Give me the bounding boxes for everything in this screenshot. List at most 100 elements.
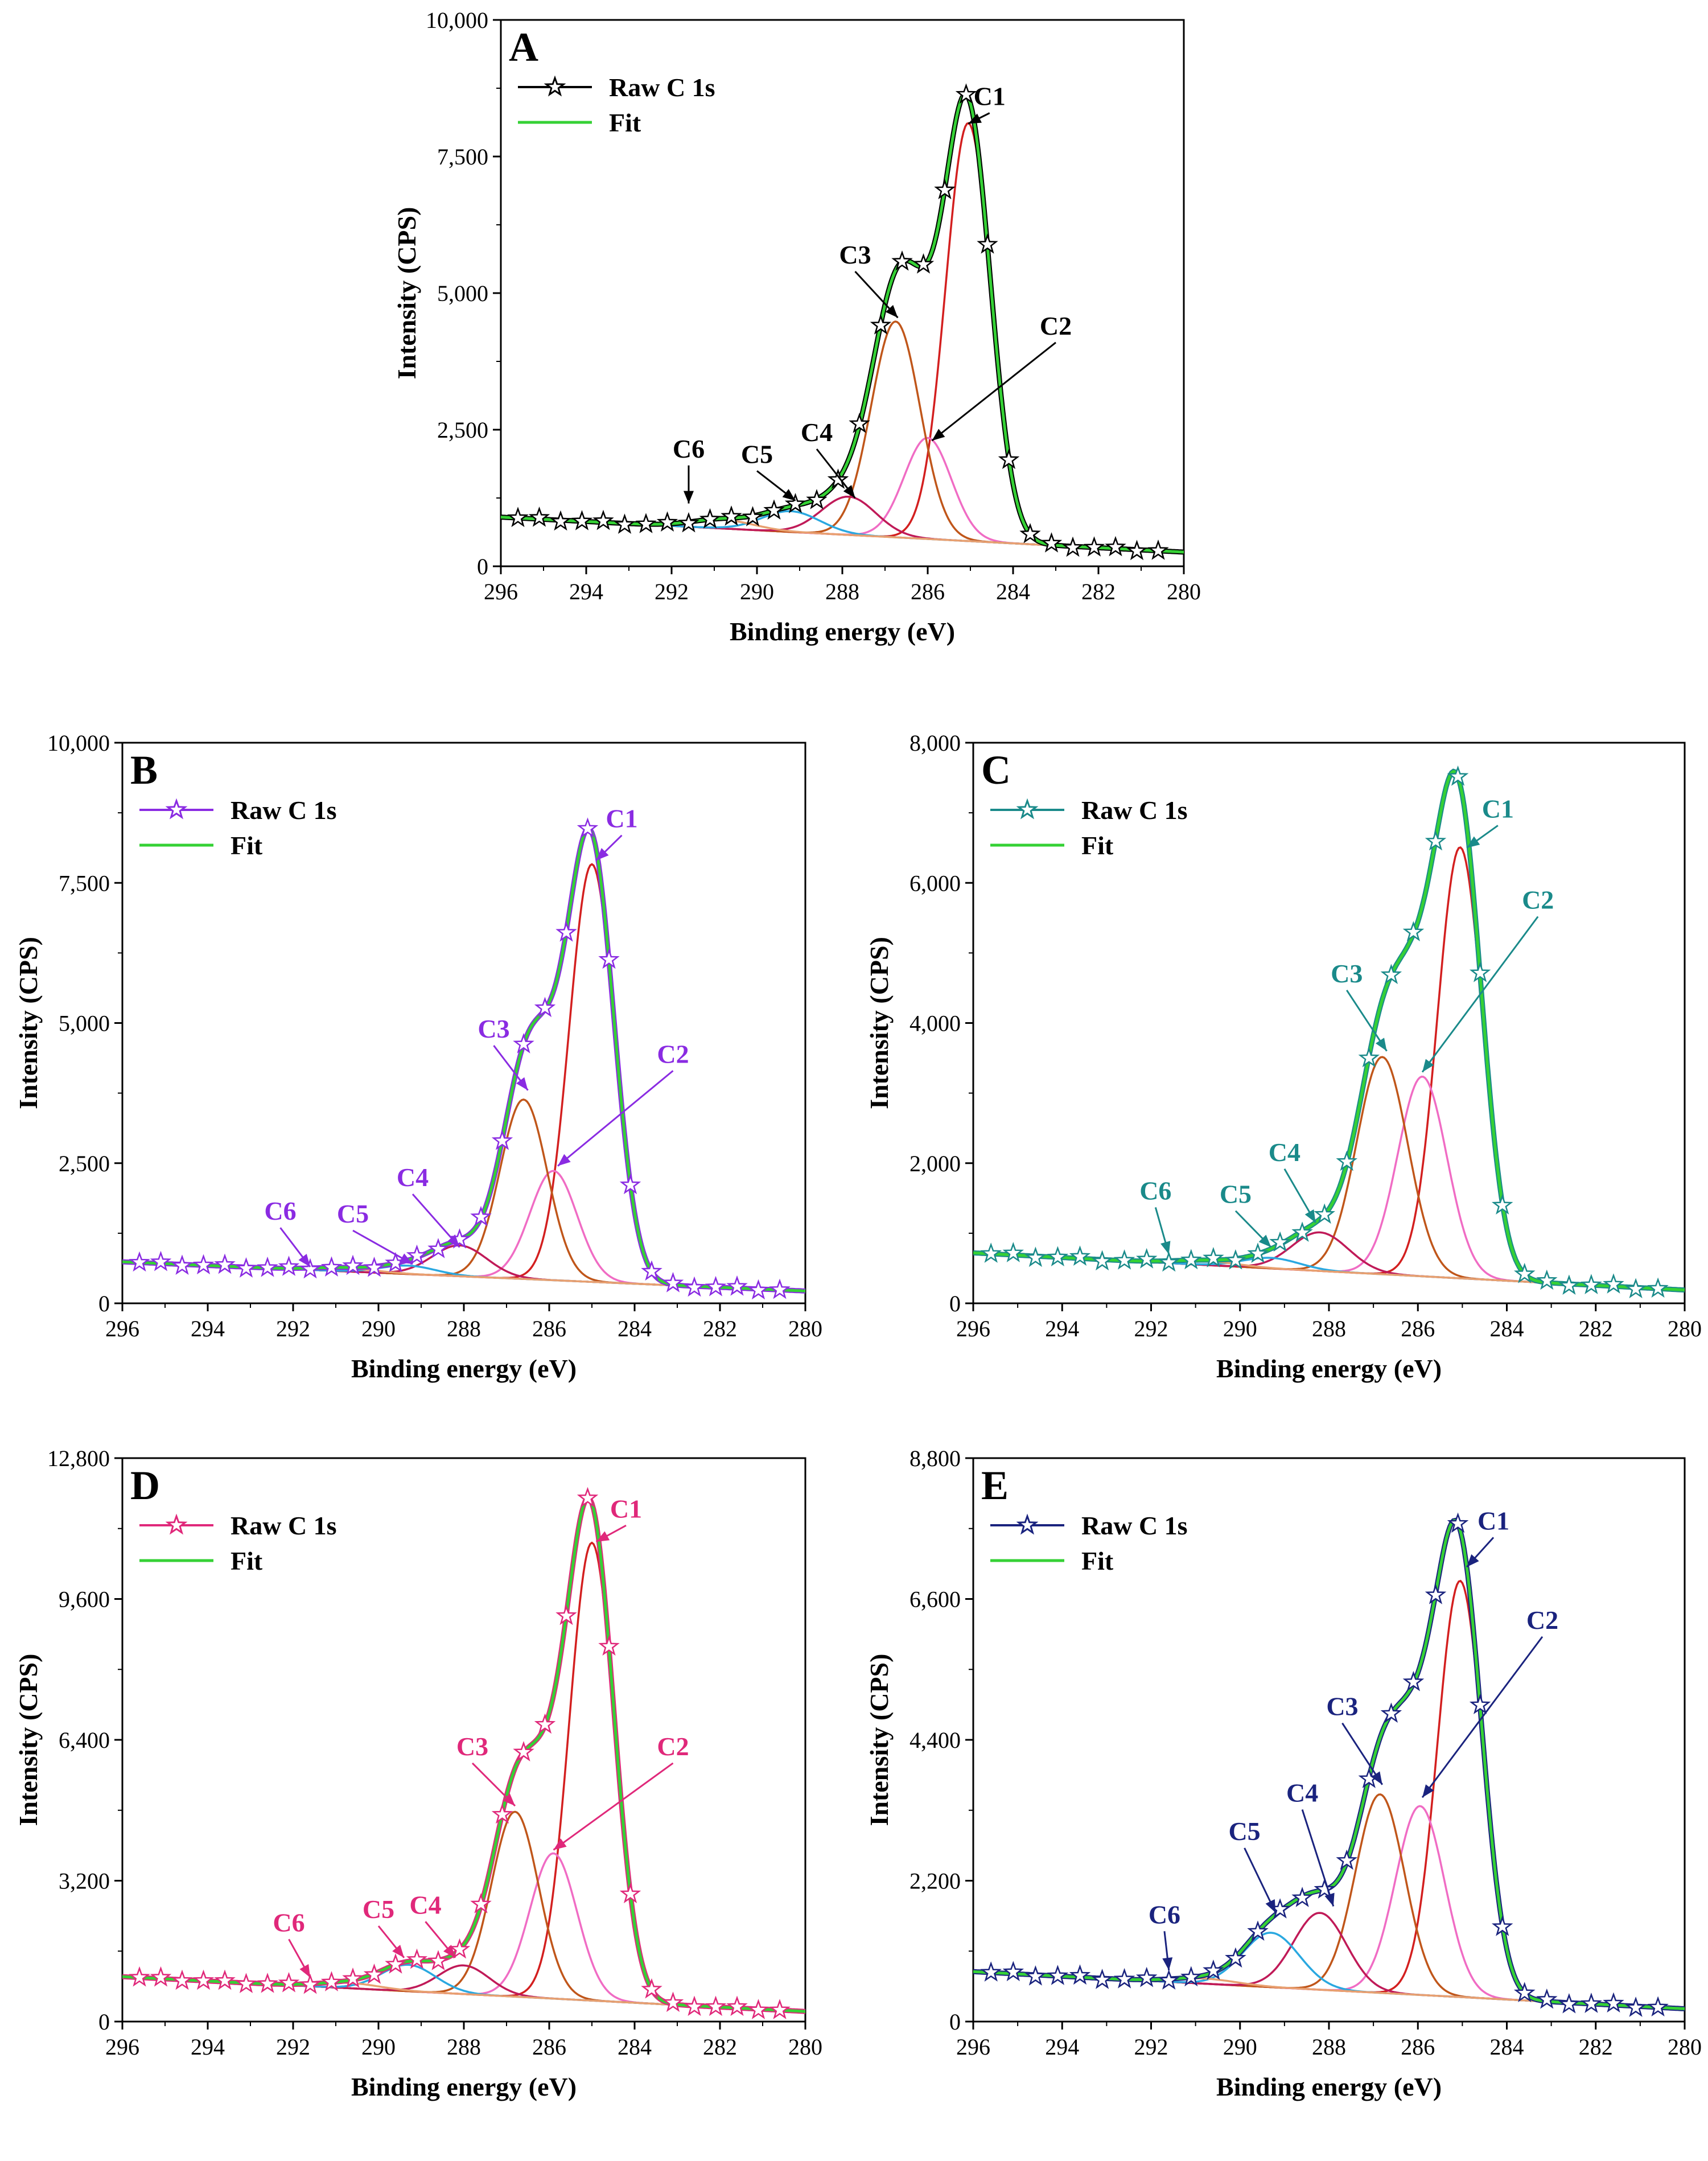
panel-d-x-tick-label: 280 <box>788 2034 822 2060</box>
panel-b-y-tick-label: 0 <box>98 1291 110 1316</box>
panel-e-annotation-label-c3: C3 <box>1326 1692 1358 1721</box>
panel-b-legend-raw-marker <box>165 798 188 820</box>
panel-d-x-tick-label: 282 <box>703 2034 737 2060</box>
panel-b-x-tick-label: 284 <box>618 1316 652 1341</box>
panel-b-annotation-label-c2: C2 <box>657 1039 689 1068</box>
panel-e-peak-c1 <box>973 1579 1685 2010</box>
panel-e-legend-fit-label: Fit <box>1081 1546 1114 1575</box>
panel-b-x-tick-label: 290 <box>361 1316 396 1341</box>
panel-d-annotation-label-c3: C3 <box>456 1732 488 1761</box>
panel-a-raw-point <box>763 499 785 520</box>
panel-a-annotation-arrow-c2 <box>931 341 1056 442</box>
panel-b-y-tick-label: 2,500 <box>59 1151 110 1176</box>
panel-b-raw-point <box>684 1276 705 1297</box>
panel-e-x-tick-label: 282 <box>1579 2034 1613 2060</box>
panel-c-x-tick-label: 294 <box>1045 1316 1079 1341</box>
panel-a-annotation-label-c1: C1 <box>974 82 1006 111</box>
panel-e-legend-raw-label: Raw C 1s <box>1081 1511 1188 1540</box>
panel-a-raw-point <box>912 253 935 274</box>
panel-c-annotation-arrowhead-c2 <box>1422 1059 1434 1072</box>
panel-a-raw-point <box>806 489 828 509</box>
panel-e-y-tick-label: 6,600 <box>909 1587 961 1612</box>
panel-e-raw-point <box>1135 1966 1158 1987</box>
panel-b-raw-point <box>619 1174 641 1195</box>
panel-b-x-tick-label: 288 <box>447 1316 481 1341</box>
panel-c-raw-point <box>1269 1231 1291 1252</box>
panel-c-annotation-label-c1: C1 <box>1482 794 1514 823</box>
panel-c-raw-point <box>1336 1150 1358 1171</box>
panel-b-annotation-arrowhead-c6 <box>298 1254 310 1267</box>
panel-b-x-tick-label: 296 <box>105 1316 139 1341</box>
panel-d-annotation-label-c5: C5 <box>363 1895 394 1924</box>
panel-d-annotation-arrowhead-c5 <box>392 1945 404 1958</box>
panel-d-annotation-arrowhead-c1 <box>596 1531 610 1542</box>
panel-d-annotation-label-c4: C4 <box>409 1890 441 1919</box>
panel-b-annotation-label-c3: C3 <box>478 1014 509 1043</box>
panel-a-raw-point <box>849 413 870 433</box>
panel-a-legend-fit-label: Fit <box>609 108 641 137</box>
panel-b-raw-point <box>470 1205 492 1226</box>
panel-c-x-axis-title: Binding energy (eV) <box>1216 1354 1442 1383</box>
panel-a-raw-point <box>1126 540 1148 561</box>
panel-d-annotation-arrow-c2 <box>553 1762 674 1851</box>
panel-b-fit-line <box>122 826 805 1293</box>
panel-c-raw-point <box>1135 1248 1158 1269</box>
panel-c-legend-fit-label: Fit <box>1081 831 1114 860</box>
panel-b-raw-point <box>235 1257 257 1278</box>
panel-a-x-tick-label: 296 <box>484 579 518 604</box>
panel-a-annotation-arrowhead-c6 <box>684 491 694 504</box>
panel-b-raw-point <box>513 1033 534 1053</box>
panel-a-annotation-label-c5: C5 <box>741 439 773 468</box>
panel-c-raw-point <box>1158 1251 1180 1272</box>
panel-c-x-tick-label: 284 <box>1490 1316 1524 1341</box>
panel-d-raw-point <box>684 1995 705 2016</box>
panel-a-raw-point <box>870 314 892 335</box>
panel-e-y-tick-label: 2,200 <box>909 1868 961 1894</box>
panel-b-raw-point <box>705 1275 727 1296</box>
panel-a-raw-point <box>1105 536 1126 557</box>
panel-b-x-tick-label: 280 <box>788 1316 822 1341</box>
panel-c-raw-point <box>980 1242 1002 1263</box>
panel-b-legend-fit-label: Fit <box>231 831 263 860</box>
panel-d-raw-point <box>619 1883 641 1904</box>
panel-e-y-tick-label: 4,400 <box>909 1727 961 1753</box>
panel-d-raw-point <box>235 1973 257 1993</box>
panel-e-raw-point <box>1647 1996 1669 2016</box>
panel-b-x-tick-label: 294 <box>191 1316 225 1341</box>
panel-d-raw-point <box>534 1713 556 1734</box>
panel-c-raw-point <box>1380 964 1402 985</box>
panel-b-raw-point <box>278 1256 300 1276</box>
panel-c-y-tick-label: 4,000 <box>909 1011 961 1036</box>
panel-d-annotation-arrowhead-c2 <box>553 1838 567 1850</box>
panel-c-plot-area <box>973 765 1685 1299</box>
panel-d-raw-point <box>150 1966 172 1987</box>
panel-d-raw-point <box>705 1995 727 2016</box>
panel-e-raw-point <box>1158 1969 1180 1990</box>
panel-c-raw-point <box>1314 1203 1335 1224</box>
panel-e-raw-point <box>1203 1960 1224 1980</box>
panel-e-raw-point <box>1536 1988 1558 2009</box>
panel-b-x-tick-label: 282 <box>703 1316 737 1341</box>
panel-a-annotation-label-c6: C6 <box>673 434 705 463</box>
panel-c-annotation-label-c5: C5 <box>1220 1180 1252 1209</box>
panel-c-raw-point <box>1113 1249 1135 1270</box>
panel-b-y-tick-label: 10,000 <box>47 730 110 756</box>
panel-e-annotation-label-c5: C5 <box>1228 1817 1260 1846</box>
panel-e-raw-point <box>1180 1966 1202 1987</box>
chart-panel-c: 296 294 292 290 288 286 284 282 280 0 2,000 4,000 6,… <box>865 730 1702 1383</box>
panel-e-legend-raw-marker <box>1016 1513 1039 1535</box>
panel-a-annotation-arrowhead-c5 <box>782 489 796 501</box>
panel-b-raw-point <box>769 1278 791 1299</box>
panel-b-raw-point <box>598 948 620 969</box>
panel-a-raw-point <box>656 511 678 532</box>
panel-b-raw-point <box>641 1260 662 1281</box>
panel-a-raw-point <box>528 506 550 527</box>
panel-a-annotation-arrowhead-c1 <box>968 113 982 124</box>
panel-e-x-tick-label: 288 <box>1312 2034 1346 2060</box>
panel-a-x-tick-label: 286 <box>911 579 945 604</box>
panel-e-raw-point <box>1558 1993 1580 2014</box>
panel-b-x-axis-title: Binding energy (eV) <box>351 1354 577 1383</box>
panel-a-x-tick-label: 288 <box>825 579 859 604</box>
panel-b-raw-point <box>150 1250 172 1271</box>
panel-a-raw-point <box>507 507 529 528</box>
